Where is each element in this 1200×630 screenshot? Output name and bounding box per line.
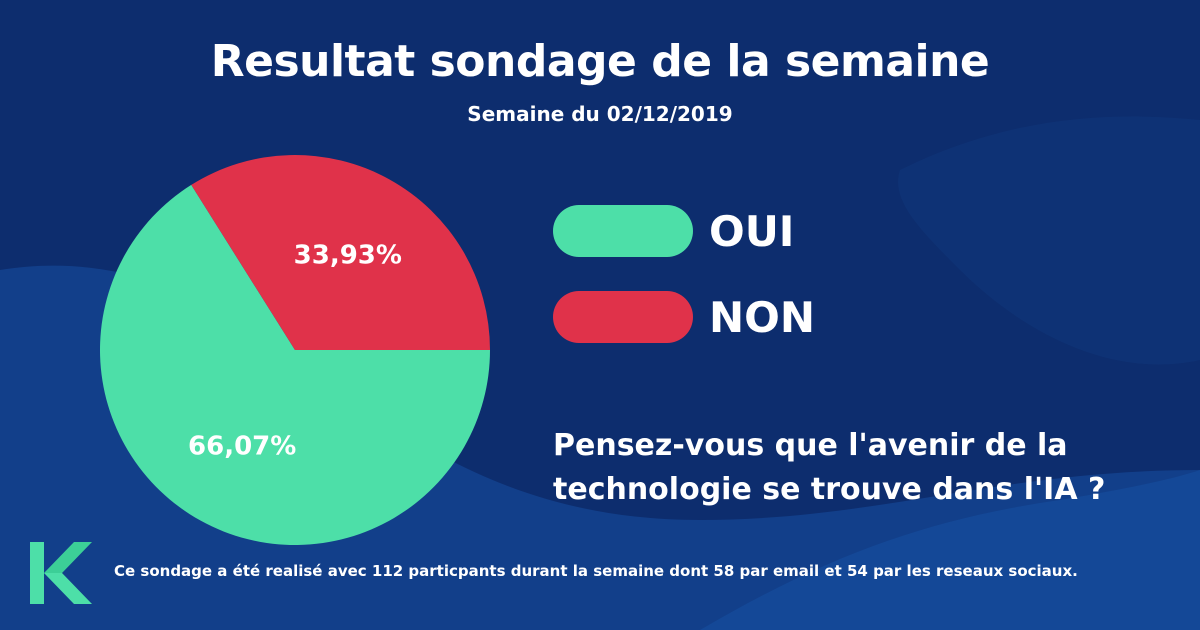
poll-question-line-1: Pensez-vous que l'avenir de la bbox=[553, 428, 1068, 463]
pie-slice-non bbox=[191, 154, 490, 350]
poll-question: Pensez-vous que l'avenir de la technolog… bbox=[553, 424, 1173, 512]
pie-label-non: 33,93% bbox=[294, 240, 402, 270]
k-logo-icon bbox=[30, 542, 92, 604]
legend-item-oui: OUI bbox=[553, 205, 794, 257]
footnote: Ce sondage a été realisé avec 112 partic… bbox=[114, 562, 1078, 580]
pie-label-oui: 66,07% bbox=[188, 432, 296, 462]
legend-label-oui: OUI bbox=[709, 206, 795, 256]
legend-label-non: NON bbox=[709, 292, 816, 342]
background-wave-mid bbox=[700, 470, 1200, 630]
poll-question-line-2: technologie se trouve dans l'IA ? bbox=[553, 472, 1106, 507]
pie-chart: 66,07% 33,93% bbox=[100, 154, 491, 545]
background-wave-right bbox=[898, 116, 1200, 365]
legend-item-non: NON bbox=[553, 291, 815, 343]
page-subtitle: Semaine du 02/12/2019 bbox=[467, 102, 733, 126]
legend-swatch-non bbox=[553, 291, 693, 343]
pie-slice-oui bbox=[100, 184, 491, 545]
legend-swatch-oui bbox=[553, 205, 693, 257]
page-title: Resultat sondage de la semaine bbox=[210, 36, 990, 87]
